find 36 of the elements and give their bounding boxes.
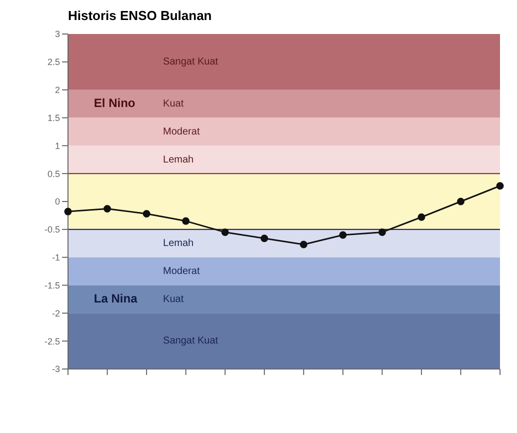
y-tick-label: -0.5 — [44, 224, 60, 235]
point — [378, 228, 386, 236]
point — [64, 208, 72, 216]
point — [456, 198, 464, 206]
y-tick-label: 2.5 — [47, 57, 60, 68]
y-tick-label: -1.5 — [44, 280, 60, 290]
y-tick-label: 1 — [54, 140, 60, 151]
y-tick-label: -1 — [52, 252, 60, 263]
y-tick-label: 0.5 — [47, 168, 60, 179]
band-label: Lemah — [163, 238, 194, 250]
y-tick-label: -2.5 — [44, 336, 60, 346]
band-label: Kuat — [163, 294, 184, 305]
annotation: La Nina — [94, 291, 138, 306]
point — [142, 210, 150, 218]
point — [418, 213, 426, 221]
y-tick-label: 2 — [54, 85, 60, 96]
point — [260, 234, 268, 242]
point — [339, 231, 347, 239]
y-tick-label: 1.5 — [47, 112, 60, 123]
band-label: Lemah — [163, 154, 194, 166]
y-tick-label: -3 — [52, 364, 60, 374]
band-label: Moderat — [163, 126, 200, 138]
band-label: Kuat — [163, 98, 184, 110]
y-tick-label: -2 — [52, 308, 60, 318]
annotation: El Nino — [94, 96, 136, 110]
band-label: Moderat — [163, 266, 200, 277]
chart-title: Historis ENSO Bulanan — [68, 8, 213, 23]
point — [221, 228, 229, 236]
band-label: Sangat Kuat — [163, 56, 218, 68]
point — [182, 217, 190, 225]
band-label: Sangat Kuat — [163, 336, 218, 347]
point — [496, 182, 504, 190]
point — [300, 240, 308, 248]
y-tick-label: 0 — [54, 196, 60, 207]
y-tick-label: 3 — [54, 29, 60, 40]
point — [104, 205, 112, 213]
